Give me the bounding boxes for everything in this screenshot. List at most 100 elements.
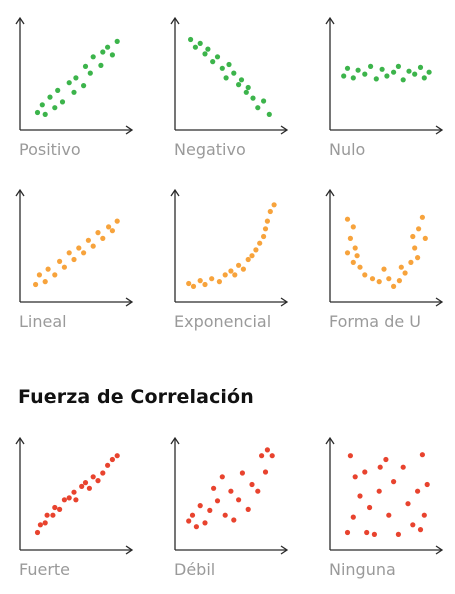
data-point [47, 94, 53, 100]
data-point [391, 479, 397, 485]
data-point [344, 529, 351, 536]
data-point [350, 514, 356, 520]
data-point [214, 54, 221, 60]
data-point [39, 102, 45, 108]
plot-nulo: Nulo [325, 16, 444, 159]
data-point [259, 453, 265, 459]
data-point [344, 216, 351, 222]
data-point [109, 228, 115, 234]
data-point [344, 65, 351, 71]
data-point [344, 250, 351, 256]
data-point [419, 452, 425, 458]
data-point [109, 52, 115, 58]
data-point [357, 264, 363, 270]
data-point [52, 504, 58, 511]
plot-positivo: Positivo [15, 16, 134, 159]
y-axis-arrow-icon [170, 436, 180, 445]
data-point [341, 73, 347, 79]
plot-debil: Débil [170, 436, 289, 579]
data-point [362, 71, 368, 77]
x-axis-arrow-icon [435, 545, 444, 555]
data-point [79, 483, 85, 489]
data-point [419, 214, 425, 220]
x-axis-arrow-icon [280, 297, 289, 307]
data-point [368, 63, 374, 69]
data-point [350, 259, 356, 265]
data-point [207, 507, 213, 513]
data-point [422, 235, 428, 241]
data-point [239, 470, 245, 476]
data-point [369, 276, 376, 282]
data-point [210, 59, 216, 65]
data-point [354, 253, 360, 259]
data-point [87, 70, 93, 76]
data-point [197, 40, 203, 47]
data-point [373, 76, 379, 82]
plot-label-forma-de-u: Forma de U [329, 312, 421, 331]
x-axis-arrow-icon [280, 545, 289, 555]
data-point [406, 68, 412, 74]
data-point [50, 512, 56, 518]
data-point [400, 464, 406, 470]
data-point [71, 89, 77, 95]
data-point [223, 75, 229, 81]
data-point [216, 279, 222, 285]
data-point [379, 66, 385, 72]
data-point [42, 520, 48, 526]
data-point [245, 506, 251, 512]
data-point [76, 245, 82, 251]
data-point [209, 276, 215, 282]
x-axis-arrow-icon [125, 297, 134, 307]
data-point [271, 202, 277, 208]
data-point [90, 474, 96, 480]
data-point [417, 527, 424, 533]
data-point [222, 512, 228, 518]
data-point [362, 272, 368, 278]
data-point [85, 237, 91, 243]
data-point [189, 512, 196, 518]
plot-label-ninguna: Ninguna [329, 560, 396, 579]
data-point [66, 495, 72, 501]
data-point [34, 529, 41, 536]
data-point [410, 233, 416, 240]
data-point [197, 503, 203, 509]
data-point [95, 478, 101, 484]
y-axis-arrow-icon [325, 188, 335, 197]
data-point [214, 498, 221, 504]
data-point [192, 44, 198, 50]
data-point [383, 456, 389, 463]
data-point [371, 531, 377, 538]
data-point [226, 61, 232, 68]
data-point [417, 64, 424, 70]
data-point [36, 272, 43, 278]
data-point [421, 512, 427, 518]
x-axis-arrow-icon [280, 125, 289, 135]
data-point [73, 497, 79, 503]
plot-label-negativo: Negativo [174, 140, 246, 159]
data-point [266, 111, 272, 117]
data-point [249, 481, 255, 488]
plot-exponencial: Exponencial [170, 188, 289, 331]
data-point [57, 258, 63, 264]
data-point [398, 264, 404, 270]
data-point [228, 268, 234, 274]
data-point [45, 266, 51, 272]
data-point [61, 497, 67, 503]
data-point [82, 480, 89, 486]
data-point [245, 84, 251, 91]
data-point [55, 87, 61, 93]
data-point [42, 279, 48, 285]
plot-forma-de-u: Forma de U [325, 188, 444, 331]
y-axis-arrow-icon [170, 188, 180, 197]
data-point [261, 233, 267, 240]
plot-lineal: Lineal [15, 188, 134, 331]
plot-label-lineal: Lineal [19, 312, 67, 331]
data-point [400, 77, 406, 83]
y-axis-arrow-icon [325, 16, 335, 25]
data-point [57, 506, 63, 512]
x-axis-arrow-icon [125, 125, 134, 135]
plot-negativo: Negativo [170, 16, 289, 159]
data-point [391, 283, 397, 289]
data-point [240, 266, 246, 272]
data-point [386, 276, 392, 282]
